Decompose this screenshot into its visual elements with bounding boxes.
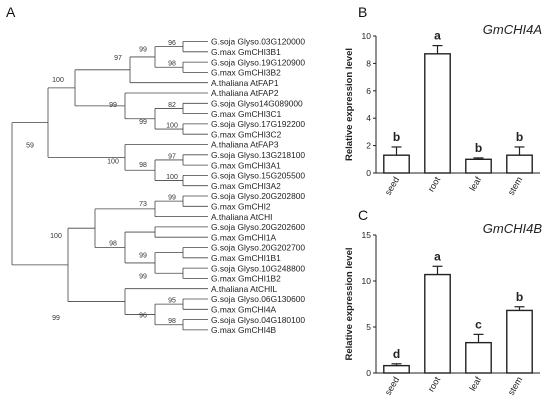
tree-leaf-label: G.max GmCHI3A2 (211, 181, 281, 191)
chart-b-bar-leaf (465, 158, 492, 174)
bootstrap-value: 100 (50, 233, 62, 240)
chart-c-x-tick-label: stem (506, 375, 524, 397)
chart-c-y-tick-label: 0 (366, 368, 371, 378)
chart-c-significance-letter: d (393, 347, 400, 361)
tree-leaf-label: G.soja Glyso.17G192200 (211, 119, 305, 129)
tree-leaf-label: A.thaliana AtFAP3 (211, 140, 279, 150)
chart-c-bar-root (424, 273, 451, 374)
chart-b-x-tick-label: root (426, 175, 443, 194)
tree-leaf-label: G.soja Glyso.06G130600 (211, 294, 305, 304)
bootstrap-value: 99 (168, 195, 176, 202)
tree-leaf-label: G.max GmCHI1B1 (211, 253, 281, 263)
bootstrap-value: 98 (168, 318, 176, 325)
chart-c-x-tick-label: seed (383, 375, 401, 397)
tree-leaf-label: A.thaliana AtFAP1 (211, 78, 279, 88)
bootstrap-value: 97 (168, 153, 176, 160)
bootstrap-value: 99 (139, 253, 147, 260)
chart-c-significance-letter: c (475, 317, 482, 331)
chart-b-bar-seed (383, 154, 410, 174)
chart-c-bar-leaf (465, 341, 492, 374)
bootstrap-value: 100 (166, 174, 178, 181)
bootstrap-value: 99 (52, 315, 60, 322)
chart-b-significance-letter: a (434, 29, 441, 43)
chart-b-bar-root (424, 53, 451, 174)
bootstrap-value: 59 (26, 143, 34, 150)
bootstrap-value: 73 (139, 201, 147, 208)
bootstrap-value: 99 (139, 273, 147, 280)
tree-leaf-label: G.soja Glyso.15G205500 (211, 171, 305, 181)
panel-label-a: A (6, 4, 16, 20)
tree-leaf-label: G.max GmCHI3B1 (211, 47, 281, 57)
bootstrap-value: 99 (139, 119, 147, 126)
tree-leaf-label: G.max GmCHI2 (211, 202, 271, 212)
chart-b-x-tick-label: leaf (467, 175, 483, 193)
tree-leaf-label: G.soja Glyso14G089000 (211, 99, 303, 109)
tree-leaf-label: G.max GmCHI3B2 (211, 68, 281, 78)
chart-c-y-tick-label: 5 (366, 322, 371, 332)
chart-c-title: GmCHI4B (483, 221, 543, 236)
chart-b-y-tick-label: 2 (366, 141, 371, 151)
tree-leaf-label: A.thaliana AtCHI (211, 212, 272, 222)
tree-leaf-label: A.thaliana AtCHIL (211, 284, 277, 294)
bootstrap-value: 96 (139, 312, 147, 319)
chart-b-y-label: Relative expression level (344, 48, 355, 161)
tree-leaf-label: G.soja Glyso.20G202700 (211, 243, 305, 253)
tree-leaf-label: G.soja Glyso.13G218100 (211, 150, 305, 160)
tree-leaf-label: G.max GmCHI4A (211, 305, 277, 315)
chart-c-y-label: Relative expression level (344, 247, 355, 360)
chart-c-x-tick-label: leaf (467, 375, 483, 393)
tree-leaf-label: G.max GmCHI3A1 (211, 160, 281, 170)
chart-b-y-tick-label: 4 (366, 113, 371, 123)
chart-c-bar-stem (506, 309, 533, 374)
chart-b-significance-letter: b (475, 141, 482, 155)
tree-leaf-label: G.soja Glyso.03G120000 (211, 37, 305, 47)
chart-b-y-tick-label: 6 (366, 86, 371, 96)
chart-b-title: GmCHI4A (483, 22, 542, 37)
chart-b-y-tick-label: 10 (362, 31, 372, 41)
bootstrap-value: 98 (139, 162, 147, 169)
tree-leaf-label: G.max GmCHI3C2 (211, 129, 282, 139)
chart-b-y-tick-label: 0 (366, 168, 371, 178)
bootstrap-value: 96 (168, 40, 176, 47)
tree-leaf-label: G.max GmCHI1B2 (211, 274, 281, 284)
tree-leaf-label: G.soja Glyso.20G202600 (211, 222, 305, 232)
panel-label-b: B (358, 4, 367, 20)
chart-c-y-tick-label: 10 (362, 276, 372, 286)
tree-leaf-label: G.soja Glyso.20G202800 (211, 191, 305, 201)
tree-leaf-label: G.soja Glyso.19G120900 (211, 57, 305, 67)
bootstrap-value: 100 (107, 158, 119, 165)
chart-b-y-tick-label: 8 (366, 58, 371, 68)
bootstrap-value: 100 (166, 122, 178, 129)
bootstrap-value: 99 (139, 47, 147, 54)
tree-leaf-label: G.soja Glyso.10G248800 (211, 263, 305, 273)
chart-b-x-tick-label: seed (383, 175, 401, 197)
bar-chart-gmchi4a: GmCHI4A 0 2 4 6 8 10 Relative expression level b… (344, 22, 542, 197)
chart-c-y-tick-label: 15 (362, 230, 372, 240)
tree-leaf-label: G.max GmCHI3C1 (211, 109, 282, 119)
bootstrap-value: 82 (168, 102, 176, 109)
chart-c-bar-seed (383, 364, 410, 374)
bootstrap-value: 98 (168, 61, 176, 68)
chart-c-significance-letter: a (434, 249, 441, 263)
panel-label-c: C (358, 207, 368, 223)
bootstrap-value: 98 (109, 241, 117, 248)
chart-b-x-tick-label: stem (506, 175, 524, 197)
chart-b-significance-letter: b (516, 130, 523, 144)
bootstrap-value: 100 (52, 77, 64, 84)
chart-b-bar-stem (506, 154, 533, 174)
chart-c-x-tick-label: root (426, 375, 443, 394)
chart-b-significance-letter: b (393, 130, 400, 144)
tree-leaf-label: A.thaliana AtFAP2 (211, 88, 279, 98)
tree-leaf-label: G.max GmCHI1A (211, 232, 277, 242)
bootstrap-value: 97 (114, 55, 122, 62)
bootstrap-value: 99 (109, 102, 117, 109)
tree-leaf-label: G.max GmCHI4B (211, 325, 277, 335)
tree-leaf-label: G.soja Glyso.04G180100 (211, 315, 305, 325)
chart-c-significance-letter: b (516, 290, 523, 304)
bootstrap-value: 95 (168, 298, 176, 305)
